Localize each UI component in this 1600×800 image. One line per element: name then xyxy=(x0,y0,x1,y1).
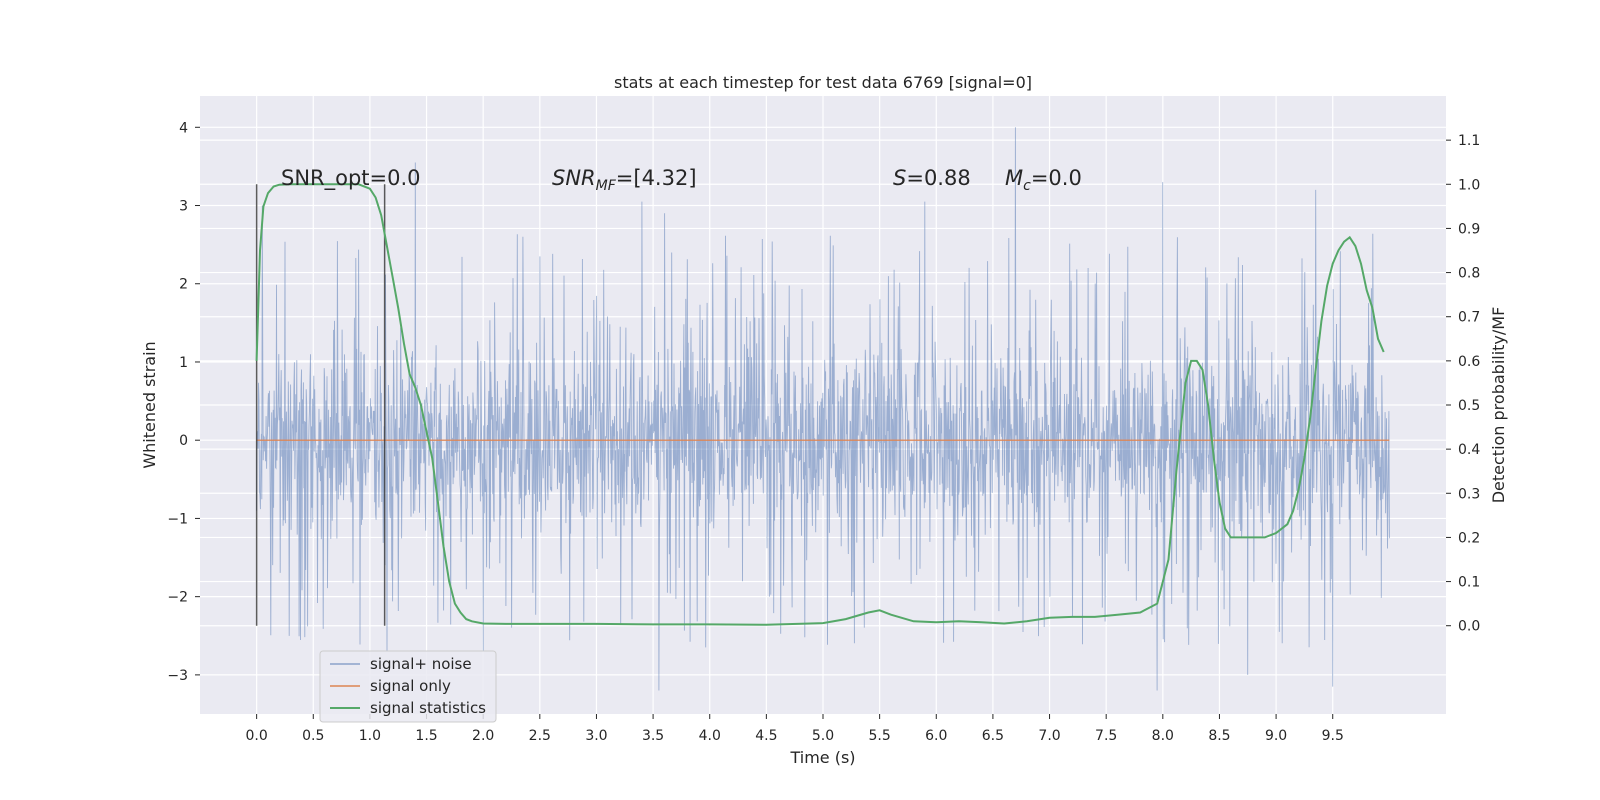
snr-mf-value: =[4.32] xyxy=(616,166,697,190)
y-left-tick-label-1: −2 xyxy=(167,590,188,606)
annotation-snr-opt: SNR_opt=0.0 xyxy=(281,166,421,191)
y-left-tick-label-5: 2 xyxy=(179,277,188,293)
y-left-tick-label-3: 0 xyxy=(179,433,188,449)
mc-symbol: M xyxy=(1005,166,1023,190)
x-tick-label-12: 6.0 xyxy=(925,728,947,744)
y-right-tick-label-9: 0.9 xyxy=(1458,221,1480,237)
y-left-tick-label-0: −3 xyxy=(167,668,188,684)
y-left-tick-label-4: 1 xyxy=(179,355,188,371)
x-tick-label-5: 2.5 xyxy=(529,728,551,744)
mc-subscript: c xyxy=(1023,178,1031,194)
y-left-tick-label-2: −1 xyxy=(167,511,188,527)
x-tick-label-6: 3.0 xyxy=(585,728,607,744)
x-tick-label-2: 1.0 xyxy=(359,728,381,744)
snr-mf-subscript: MF xyxy=(596,178,617,194)
signal-statistics-series xyxy=(255,183,1385,626)
y-right-tick-label-7: 0.7 xyxy=(1458,310,1480,326)
x-tick-label-15: 7.5 xyxy=(1095,728,1117,744)
x-tick-label-0: 0.0 xyxy=(246,728,268,744)
y-right-tick-label-1: 0.1 xyxy=(1458,575,1480,591)
snr-mf-symbol: SNR xyxy=(552,166,596,190)
annotation-mc: Mc=0.0 xyxy=(1005,166,1082,194)
legend-label-noise: signal+ noise xyxy=(370,655,472,673)
mc-value: =0.0 xyxy=(1031,166,1082,190)
y-axis-label-right: Detection probability/MF xyxy=(1489,307,1508,504)
legend-label-signal-only: signal only xyxy=(370,677,451,695)
x-tick-label-14: 7.0 xyxy=(1038,728,1060,744)
x-tick-label-11: 5.5 xyxy=(869,728,891,744)
signal-noise-series xyxy=(256,127,1390,691)
s-value: =0.88 xyxy=(906,166,970,190)
x-tick-label-1: 0.5 xyxy=(302,728,324,744)
y-right-tick-label-10: 1.0 xyxy=(1458,177,1480,193)
x-tick-label-13: 6.5 xyxy=(982,728,1004,744)
y-right-tick-label-8: 0.8 xyxy=(1458,266,1480,282)
chart-title: stats at each timestep for test data 676… xyxy=(614,73,1032,92)
annotation-s: S=0.88 xyxy=(893,166,971,190)
x-tick-label-8: 4.0 xyxy=(699,728,721,744)
x-axis-label: Time (s) xyxy=(789,748,855,767)
y-right-tick-label-6: 0.6 xyxy=(1458,354,1480,370)
annotation-snr-mf: SNRMF=[4.32] xyxy=(552,166,697,194)
x-tick-label-16: 8.0 xyxy=(1152,728,1174,744)
signal-noise-line xyxy=(256,127,1390,691)
y-right-tick-label-5: 0.5 xyxy=(1458,398,1480,414)
legend: signal+ noise signal only signal statist… xyxy=(319,650,497,723)
s-symbol: S xyxy=(893,166,906,190)
x-tick-label-10: 5.0 xyxy=(812,728,834,744)
x-tick-label-19: 9.5 xyxy=(1322,728,1344,744)
y-axis-label-left: Whitened strain xyxy=(140,341,159,468)
axis-ticks: 0.0 0.5 1.0 1.5 2.0 2.5 3.0 3.5 4.0 4.5 5.0 5.5 6.0 6… xyxy=(167,120,1480,744)
x-tick-label-17: 8.5 xyxy=(1208,728,1230,744)
y-right-tick-label-2: 0.2 xyxy=(1458,530,1480,546)
x-tick-label-9: 4.5 xyxy=(755,728,777,744)
y-right-tick-label-0: 0.0 xyxy=(1458,619,1480,635)
x-tick-label-4: 2.0 xyxy=(472,728,494,744)
x-tick-label-18: 9.0 xyxy=(1265,728,1287,744)
y-left-tick-label-6: 3 xyxy=(179,199,188,215)
y-left-tick-label-7: 4 xyxy=(179,120,188,136)
y-right-tick-label-11: 1.1 xyxy=(1458,133,1480,149)
x-tick-label-7: 3.5 xyxy=(642,728,664,744)
legend-box xyxy=(319,650,497,723)
x-tick-label-3: 1.5 xyxy=(415,728,437,744)
vertical-markers xyxy=(255,184,386,626)
y-right-tick-label-4: 0.4 xyxy=(1458,442,1480,458)
y-right-tick-label-3: 0.3 xyxy=(1458,486,1480,502)
legend-label-statistics: signal statistics xyxy=(370,699,486,717)
